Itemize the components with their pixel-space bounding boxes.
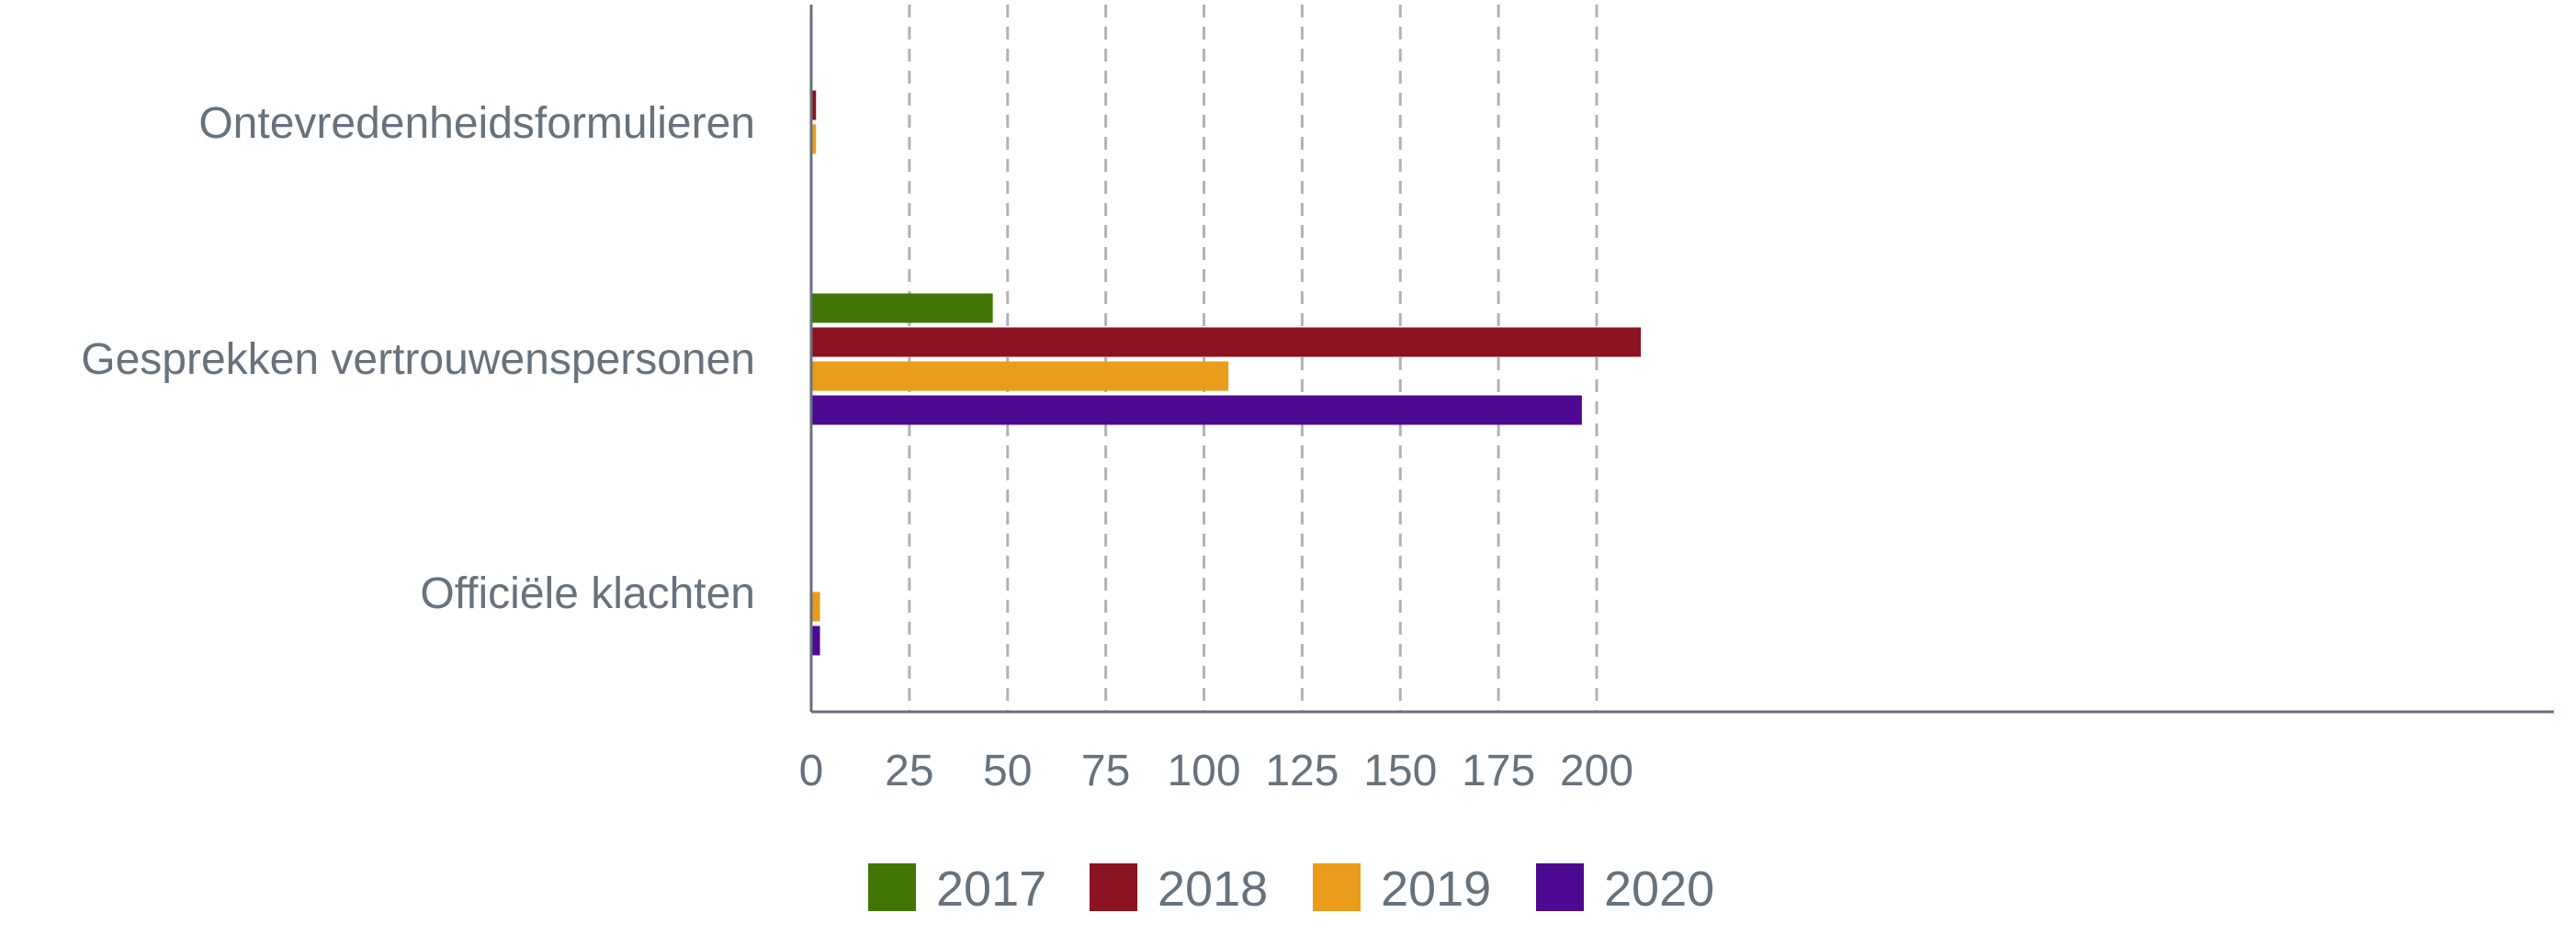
bar-2019 <box>812 361 1229 391</box>
legend-label: 2020 <box>1604 862 1714 917</box>
legend-swatch-2020 <box>1536 863 1584 911</box>
legend-label: 2019 <box>1381 862 1491 917</box>
category-label: Officiële klachten <box>420 569 755 618</box>
legend-swatch-2019 <box>1313 863 1361 911</box>
category-label: Ontevredenheidsformulieren <box>198 99 755 148</box>
legend-swatch-2017 <box>868 863 916 911</box>
legend-swatch-2018 <box>1090 863 1137 911</box>
bar-2017 <box>812 293 993 323</box>
bar-2020 <box>812 395 1582 425</box>
bars <box>812 90 1642 656</box>
legend-label: 2018 <box>1158 862 1268 917</box>
bar-2020 <box>812 625 820 656</box>
x-tick-label: 175 <box>1462 747 1535 795</box>
category-labels: Ontevredenheidsformulieren Gesprekken ve… <box>81 99 755 618</box>
x-tick-label: 50 <box>983 747 1032 795</box>
bar-2018 <box>812 90 817 120</box>
x-tick-label: 150 <box>1363 747 1437 795</box>
grid-lines <box>908 5 1599 712</box>
category-label: Gesprekken vertrouwenspersonen <box>81 335 755 384</box>
x-tick-label: 100 <box>1167 747 1240 795</box>
x-tick-label: 25 <box>885 747 933 795</box>
bar-2019 <box>812 591 820 622</box>
legend-label: 2017 <box>936 862 1046 917</box>
x-tick-label: 0 <box>799 747 824 795</box>
x-tick-label: 75 <box>1081 747 1130 795</box>
bar-2018 <box>812 327 1642 357</box>
legend: 2017 2018 2019 2020 <box>868 862 1714 917</box>
x-tick-labels: 0 25 50 75 100 125 150 175 200 <box>799 747 1633 795</box>
x-tick-label: 200 <box>1560 747 1633 795</box>
x-tick-label: 125 <box>1265 747 1339 795</box>
bar-2019 <box>812 124 817 154</box>
